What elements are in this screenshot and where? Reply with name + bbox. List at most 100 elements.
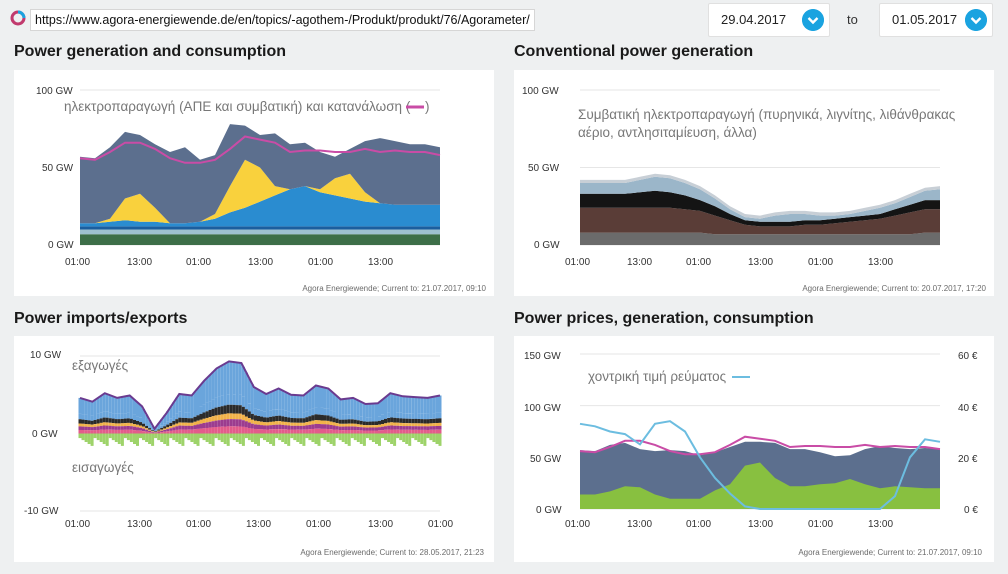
export-bar-segment [359, 424, 363, 428]
export-bar-segment [241, 366, 245, 397]
export-bar-segment [356, 430, 360, 434]
export-bar-segment [350, 423, 354, 427]
import-bar [368, 433, 372, 441]
y-tick-label: 150 GW [524, 351, 561, 362]
export-bar-segment [238, 405, 242, 414]
import-bar [317, 433, 321, 446]
export-bar-segment [299, 395, 303, 413]
export-bar-segment [175, 423, 179, 427]
export-bar-segment [169, 430, 173, 434]
export-bar-segment [196, 420, 200, 425]
export-bar-segment [408, 413, 412, 419]
export-bar-segment [390, 393, 394, 412]
export-bar-segment [420, 423, 424, 427]
export-bar-segment [166, 421, 170, 425]
export-bar-segment [102, 417, 106, 423]
area-lignite [580, 190, 940, 227]
export-bar-segment [96, 423, 100, 427]
export-bar-segment [287, 393, 291, 412]
export-bar-segment [90, 430, 94, 434]
export-bar-segment [405, 396, 409, 414]
export-bar-segment [384, 426, 387, 430]
export-bar-segment [293, 395, 297, 413]
conventional-generation-chart: 100 GW 50 GW 0 GW 01:00 13:00 01:00 13:0… [522, 86, 987, 293]
export-bar-segment [123, 426, 127, 430]
export-bar-segment [166, 431, 170, 434]
export-bar-segment [353, 414, 357, 420]
export-bar-segment [84, 424, 88, 427]
export-bar-segment [196, 408, 200, 416]
export-bar-segment [223, 363, 227, 395]
export-bar-segment [81, 430, 85, 434]
export-bar-segment [111, 396, 115, 414]
url-field[interactable]: https://www.agora-energiewende.de/en/top… [30, 9, 535, 31]
export-bar-segment [432, 426, 436, 430]
export-bar-segment [223, 413, 227, 420]
import-bar [208, 433, 212, 444]
export-bar-segment [384, 418, 387, 424]
export-bar-segment [102, 422, 106, 426]
export-bar-segment [247, 378, 251, 404]
export-bar-segment [347, 430, 351, 434]
export-bar-segment [278, 421, 282, 425]
export-bar-segment [390, 422, 394, 426]
export-bar-segment [184, 412, 188, 418]
export-bar-segment [408, 426, 412, 430]
export-bar-segment [160, 430, 164, 433]
export-bar-segment [114, 419, 118, 424]
import-bar [145, 433, 149, 442]
export-bar-segment [139, 417, 142, 423]
export-bar-segment [371, 425, 375, 428]
export-bar-segment [432, 418, 436, 424]
export-bar-segment [381, 414, 384, 420]
chevron-down-icon[interactable] [802, 9, 824, 31]
import-bar [105, 433, 109, 446]
import-bar [341, 433, 345, 442]
export-bar-segment [359, 420, 363, 425]
export-bar-segment [402, 426, 406, 430]
export-bar-segment [438, 395, 442, 413]
export-bar-segment [145, 428, 149, 430]
chevron-down-icon[interactable] [965, 9, 987, 31]
export-bar-segment [250, 419, 254, 424]
export-bar-segment [365, 430, 369, 434]
export-bar-segment [151, 430, 155, 432]
export-bar-segment [429, 419, 433, 424]
agora-logo-icon [10, 10, 26, 26]
import-bar [420, 433, 424, 444]
import-bar [257, 433, 260, 446]
export-bar-segment [396, 425, 400, 430]
export-bar-segment [381, 426, 384, 431]
import-bar [108, 433, 112, 439]
export-bar-segment [169, 428, 173, 431]
export-bar-segment [160, 425, 164, 428]
export-bar-segment [226, 361, 230, 394]
export-bar-segment [402, 429, 406, 434]
area-solar [80, 159, 440, 224]
export-bar-segment [120, 396, 124, 414]
export-bar-segment [145, 425, 149, 429]
export-bar-segment [305, 425, 309, 430]
export-bar-segment [193, 391, 197, 411]
export-bar-segment [139, 430, 142, 434]
export-bar-segment [396, 418, 400, 423]
export-bar-segment [414, 426, 418, 430]
export-bar-segment [238, 394, 242, 406]
export-bar-segment [178, 422, 182, 426]
export-bar-segment [435, 412, 439, 419]
export-bar-segment [199, 423, 203, 429]
export-bar-segment [142, 420, 145, 424]
export-bar-segment [402, 413, 406, 419]
date-to-select[interactable]: 01.05.2017 [879, 3, 993, 37]
export-bar-segment [220, 365, 224, 396]
export-bar-segment [438, 418, 442, 423]
export-bar-segment [193, 429, 197, 434]
import-bar [244, 433, 248, 439]
export-bar-segment [323, 428, 327, 434]
import-bar [299, 433, 303, 444]
export-bar-segment [199, 384, 203, 407]
date-from-select[interactable]: 29.04.2017 [708, 3, 830, 37]
export-bar-segment [350, 398, 354, 414]
date-range-separator: to [847, 12, 858, 27]
export-bar-segment [178, 425, 182, 430]
